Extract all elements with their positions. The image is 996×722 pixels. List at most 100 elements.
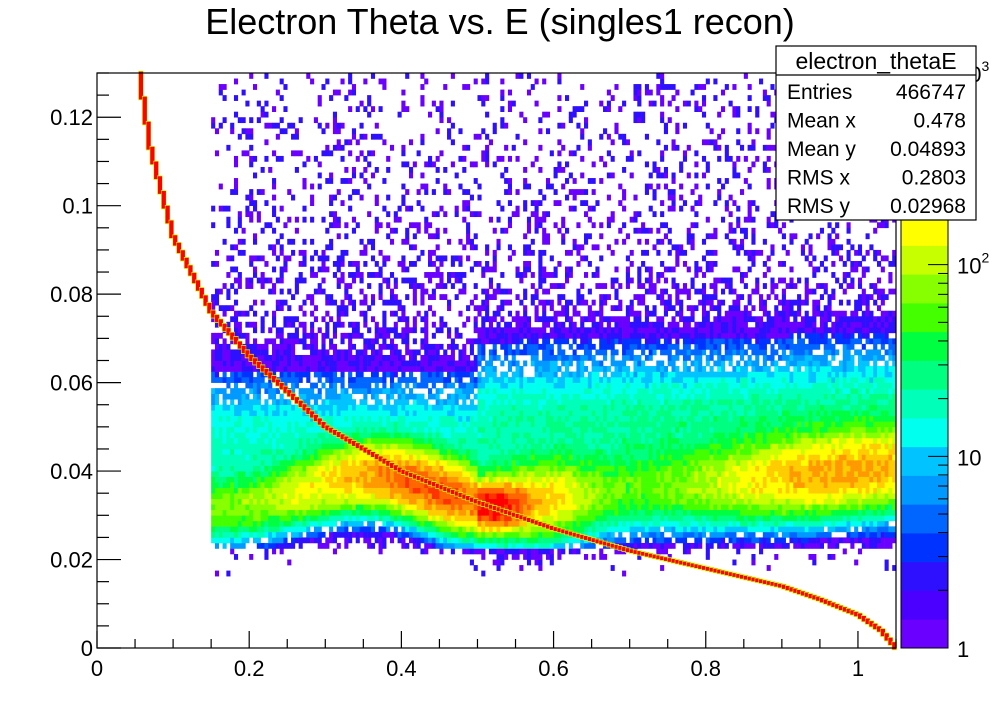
heatmap-bin [355, 421, 360, 428]
heatmap-bin [302, 460, 307, 466]
heatmap-bin [462, 509, 467, 516]
heatmap-bin [454, 393, 459, 400]
heatmap-bin [348, 360, 353, 367]
heatmap-bin [443, 294, 448, 300]
heatmap-bin [367, 211, 372, 218]
heatmap-bin [378, 426, 383, 433]
heatmap-bin [355, 189, 360, 195]
heatmap-bin [336, 89, 341, 96]
heatmap-bin [599, 476, 604, 483]
heatmap-bin [534, 343, 539, 350]
heatmap-bin [302, 399, 307, 406]
heatmap-bin [367, 432, 372, 439]
heatmap-bin [313, 117, 318, 124]
heatmap-bin [428, 531, 433, 538]
heatmap-bin [241, 515, 246, 522]
heatmap-bin [298, 526, 303, 533]
heatmap-bin [344, 283, 349, 289]
heatmap-bin [294, 437, 299, 444]
heatmap-bin [599, 100, 604, 107]
heatmap-bin [515, 526, 520, 533]
heatmap-bin [477, 349, 482, 356]
heatmap-bin [568, 266, 573, 273]
heatmap-bin [492, 404, 497, 411]
heatmap-bin [557, 421, 562, 428]
heatmap-bin [526, 183, 532, 190]
heatmap-bin [553, 531, 558, 538]
heatmap-bin [488, 349, 493, 356]
heatmap-bin [348, 272, 353, 278]
heatmap-bin [477, 542, 482, 549]
heatmap-bin [431, 382, 436, 389]
heatmap-bin [298, 305, 303, 312]
heatmap-bin [313, 410, 318, 417]
heatmap-bin [389, 415, 395, 422]
heatmap-bin [473, 565, 478, 571]
heatmap-bin [386, 426, 391, 433]
heatmap-bin [237, 465, 242, 472]
heatmap-bin [344, 515, 349, 522]
heatmap-bin [473, 393, 478, 400]
heatmap-bin [378, 487, 383, 494]
heatmap-bin [214, 509, 220, 516]
heatmap-bin [344, 493, 349, 500]
heatmap-bin [466, 227, 471, 234]
heatmap-bin [363, 432, 368, 439]
heatmap-bin [382, 415, 387, 422]
heatmap-bin [214, 249, 220, 256]
heatmap-bin [420, 465, 425, 472]
heatmap-bin [317, 520, 322, 527]
heatmap-bin [576, 526, 581, 533]
heatmap-bin [507, 244, 513, 251]
heatmap-bin [435, 437, 440, 444]
heatmap-bin [405, 294, 410, 300]
heatmap-bin [466, 410, 471, 417]
heatmap-bin [542, 332, 547, 339]
heatmap-bin [511, 211, 516, 218]
heatmap-bin [428, 448, 433, 455]
heatmap-bin [218, 360, 223, 367]
heatmap-bin [253, 310, 258, 317]
heatmap-bin [260, 377, 265, 383]
heatmap-bin [393, 509, 398, 516]
heatmap-bin [336, 465, 341, 472]
heatmap-bin [462, 272, 467, 278]
heatmap-bin [587, 305, 592, 312]
heatmap-bin [515, 327, 520, 334]
heatmap-bin [272, 520, 277, 527]
heatmap-bin [431, 310, 436, 317]
heatmap-bin [466, 360, 471, 367]
heatmap-bin [294, 515, 299, 522]
heatmap-bin [405, 454, 410, 461]
heatmap-bin [469, 415, 474, 422]
heatmap-bin [275, 471, 280, 477]
heatmap-bin [545, 537, 551, 544]
heatmap-bin [344, 509, 349, 516]
heatmap-bin [557, 548, 562, 555]
heatmap-bin [431, 426, 436, 433]
heatmap-bin [519, 404, 524, 411]
heatmap-bin [477, 305, 482, 312]
heatmap-bin [416, 227, 421, 234]
heatmap-bin [291, 448, 296, 455]
heatmap-bin [340, 476, 345, 483]
heatmap-bin [530, 399, 535, 406]
heatmap-bin [408, 454, 414, 461]
heatmap-bin [439, 476, 444, 483]
heatmap-bin [268, 432, 273, 439]
heatmap-bin [450, 443, 455, 450]
heatmap-bin [515, 448, 520, 455]
heatmap-bin [534, 487, 539, 494]
heatmap-bin [218, 366, 223, 372]
heatmap-bin [488, 509, 493, 516]
heatmap-bin [348, 465, 353, 472]
heatmap-bin [500, 272, 505, 278]
heatmap-bin [389, 310, 395, 317]
heatmap-bin [538, 222, 543, 229]
heatmap-bin [435, 393, 440, 400]
heatmap-bin [545, 437, 551, 444]
heatmap-bin [496, 465, 501, 472]
heatmap-bin [332, 332, 337, 339]
heatmap-bin [515, 509, 520, 516]
heatmap-bin [317, 393, 322, 400]
